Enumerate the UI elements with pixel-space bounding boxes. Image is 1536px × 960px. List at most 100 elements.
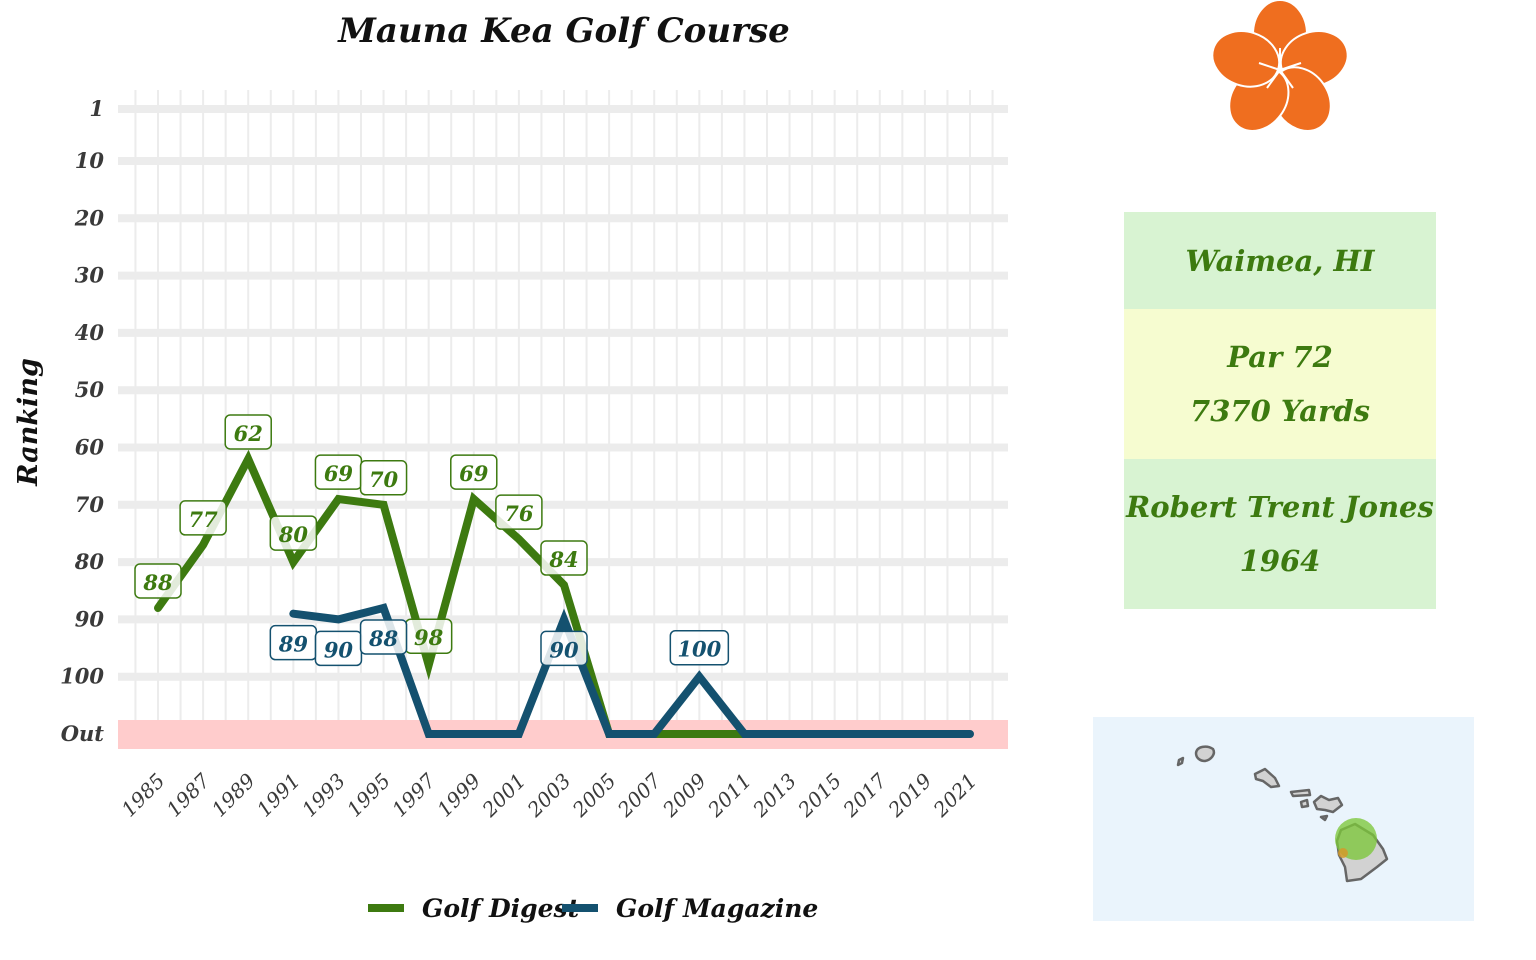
data-label-text: 100	[677, 637, 721, 662]
series-line	[289, 603, 974, 738]
data-label-text: 69	[459, 461, 489, 486]
data-label-box	[224, 414, 272, 450]
data-label-text: 88	[142, 570, 173, 595]
data-label-text: 70	[369, 467, 399, 492]
data-label-text: 69	[324, 461, 354, 486]
par-text: Par 72	[1227, 340, 1333, 374]
x-tick-label: 1997	[387, 768, 440, 821]
data-label-box	[540, 540, 588, 576]
x-tick-label: 1995	[342, 769, 395, 822]
data-label: 76	[495, 494, 543, 530]
x-tick-label: 2007	[612, 768, 666, 822]
data-label: 88	[134, 563, 182, 599]
data-label-box	[134, 563, 182, 599]
data-label: 100	[669, 629, 730, 666]
x-tick-label: 1991	[252, 769, 305, 822]
data-label-text: 84	[548, 547, 578, 572]
data-label-text: 77	[188, 507, 218, 532]
oahu-island	[1253, 767, 1281, 789]
data-label-text: 80	[278, 522, 309, 547]
maui-island	[1312, 794, 1344, 814]
data-label: 88	[359, 619, 408, 655]
x-tick-label: 2019	[883, 768, 937, 822]
x-tick-label: 1987	[162, 768, 215, 821]
x-tick-label: 2011	[702, 769, 756, 823]
x-tick-label: 2003	[522, 769, 576, 823]
data-label: 80	[269, 515, 318, 551]
data-label: 89	[269, 624, 318, 661]
data-labels: 88 77 62 80 69 70 98 69 76 84 89 90 88 90 100	[134, 414, 730, 667]
data-label: 90	[314, 630, 363, 667]
y-tick-label: 50	[75, 377, 105, 402]
molokai-island	[1289, 788, 1312, 798]
data-label-text: 89	[278, 632, 309, 657]
location-box: Waimea, HI	[1124, 212, 1436, 309]
year-text: 1964	[1239, 544, 1321, 578]
x-tick-label: 2017	[838, 768, 892, 822]
course-stats-box: Par 72 7370 Yards	[1124, 309, 1436, 459]
legend-label: Golf Magazine	[616, 894, 818, 923]
x-tick-label: 2001	[477, 769, 531, 823]
x-tick-label: 1993	[297, 769, 350, 822]
architect-text: Robert Trent Jones	[1126, 490, 1434, 524]
data-label-box	[269, 515, 318, 551]
kauai-island	[1194, 745, 1216, 763]
x-tick-label: 2015	[793, 769, 847, 823]
y-tick-label: 20	[74, 205, 105, 230]
y-tick-label: 60	[75, 435, 105, 460]
y-tick-label: Out	[61, 721, 105, 746]
data-label: 77	[179, 500, 227, 536]
x-tick-label: 1999	[432, 768, 485, 821]
data-label-box	[359, 619, 408, 655]
data-label: 84	[540, 540, 588, 576]
data-label-box	[450, 454, 498, 490]
y-tick-label: 1	[89, 96, 104, 121]
course-info-panel: Waimea, HI Par 72 7370 Yards Robert Tren…	[1124, 212, 1436, 609]
data-label-text: 62	[234, 421, 263, 446]
data-label: 70	[359, 460, 408, 496]
location-text: Waimea, HI	[1185, 243, 1375, 278]
hawaii-islands-map	[1093, 717, 1474, 921]
x-tick-label: 1989	[207, 768, 260, 821]
legend-label: Golf Digest	[422, 894, 580, 923]
data-label-text: 90	[549, 637, 579, 662]
legend: Golf Digest Golf Magazine	[368, 894, 818, 923]
x-axis-ticks: 1985198719891991199319951997199920012003…	[117, 768, 982, 822]
data-label: 90	[540, 630, 588, 667]
y-tick-label: 90	[75, 606, 105, 631]
y-axis-ticks: 1 10 20 30 40 50 60 70 80 90 100 Out	[60, 96, 104, 746]
x-tick-label: 1985	[117, 769, 170, 822]
x-tick-label: 2021	[928, 769, 982, 823]
chart-title: Mauna Kea Golf Course	[337, 11, 790, 51]
data-label-text: 76	[504, 501, 534, 526]
kahoolawe-island	[1319, 814, 1329, 822]
data-label-box	[359, 460, 408, 496]
plumeria-flower-icon	[1205, 0, 1355, 140]
data-label-box	[669, 629, 730, 666]
y-axis-label: Ranking	[13, 358, 44, 487]
x-tick-label: 2009	[657, 768, 711, 822]
data-label: 62	[224, 414, 272, 450]
data-label-box	[540, 630, 588, 667]
y-tick-label: 100	[60, 664, 104, 689]
ranking-chart: Mauna Kea Golf Course 88 77 62 80 69 70 98 69 76…	[13, 11, 1008, 923]
data-label-text: 98	[414, 625, 444, 650]
y-tick-label: 10	[75, 148, 105, 173]
data-label-box	[179, 500, 227, 536]
y-tick-label: 70	[75, 492, 105, 517]
niihau-island	[1176, 756, 1185, 767]
y-tick-label: 30	[75, 263, 105, 288]
y-tick-label: 40	[75, 320, 105, 345]
data-label: 98	[404, 618, 453, 654]
y-tick-label: 80	[74, 549, 105, 574]
lanai-island	[1299, 798, 1310, 809]
data-label: 69	[314, 454, 363, 490]
location-point	[1338, 848, 1348, 858]
data-label-box	[495, 494, 543, 530]
data-label-text: 88	[368, 626, 399, 651]
architect-box: Robert Trent Jones 1964	[1124, 459, 1436, 609]
data-label-text: 90	[324, 637, 354, 662]
x-tick-label: 2013	[747, 769, 801, 823]
yards-text: 7370 Yards	[1190, 394, 1370, 428]
x-tick-label: 2005	[567, 769, 621, 823]
